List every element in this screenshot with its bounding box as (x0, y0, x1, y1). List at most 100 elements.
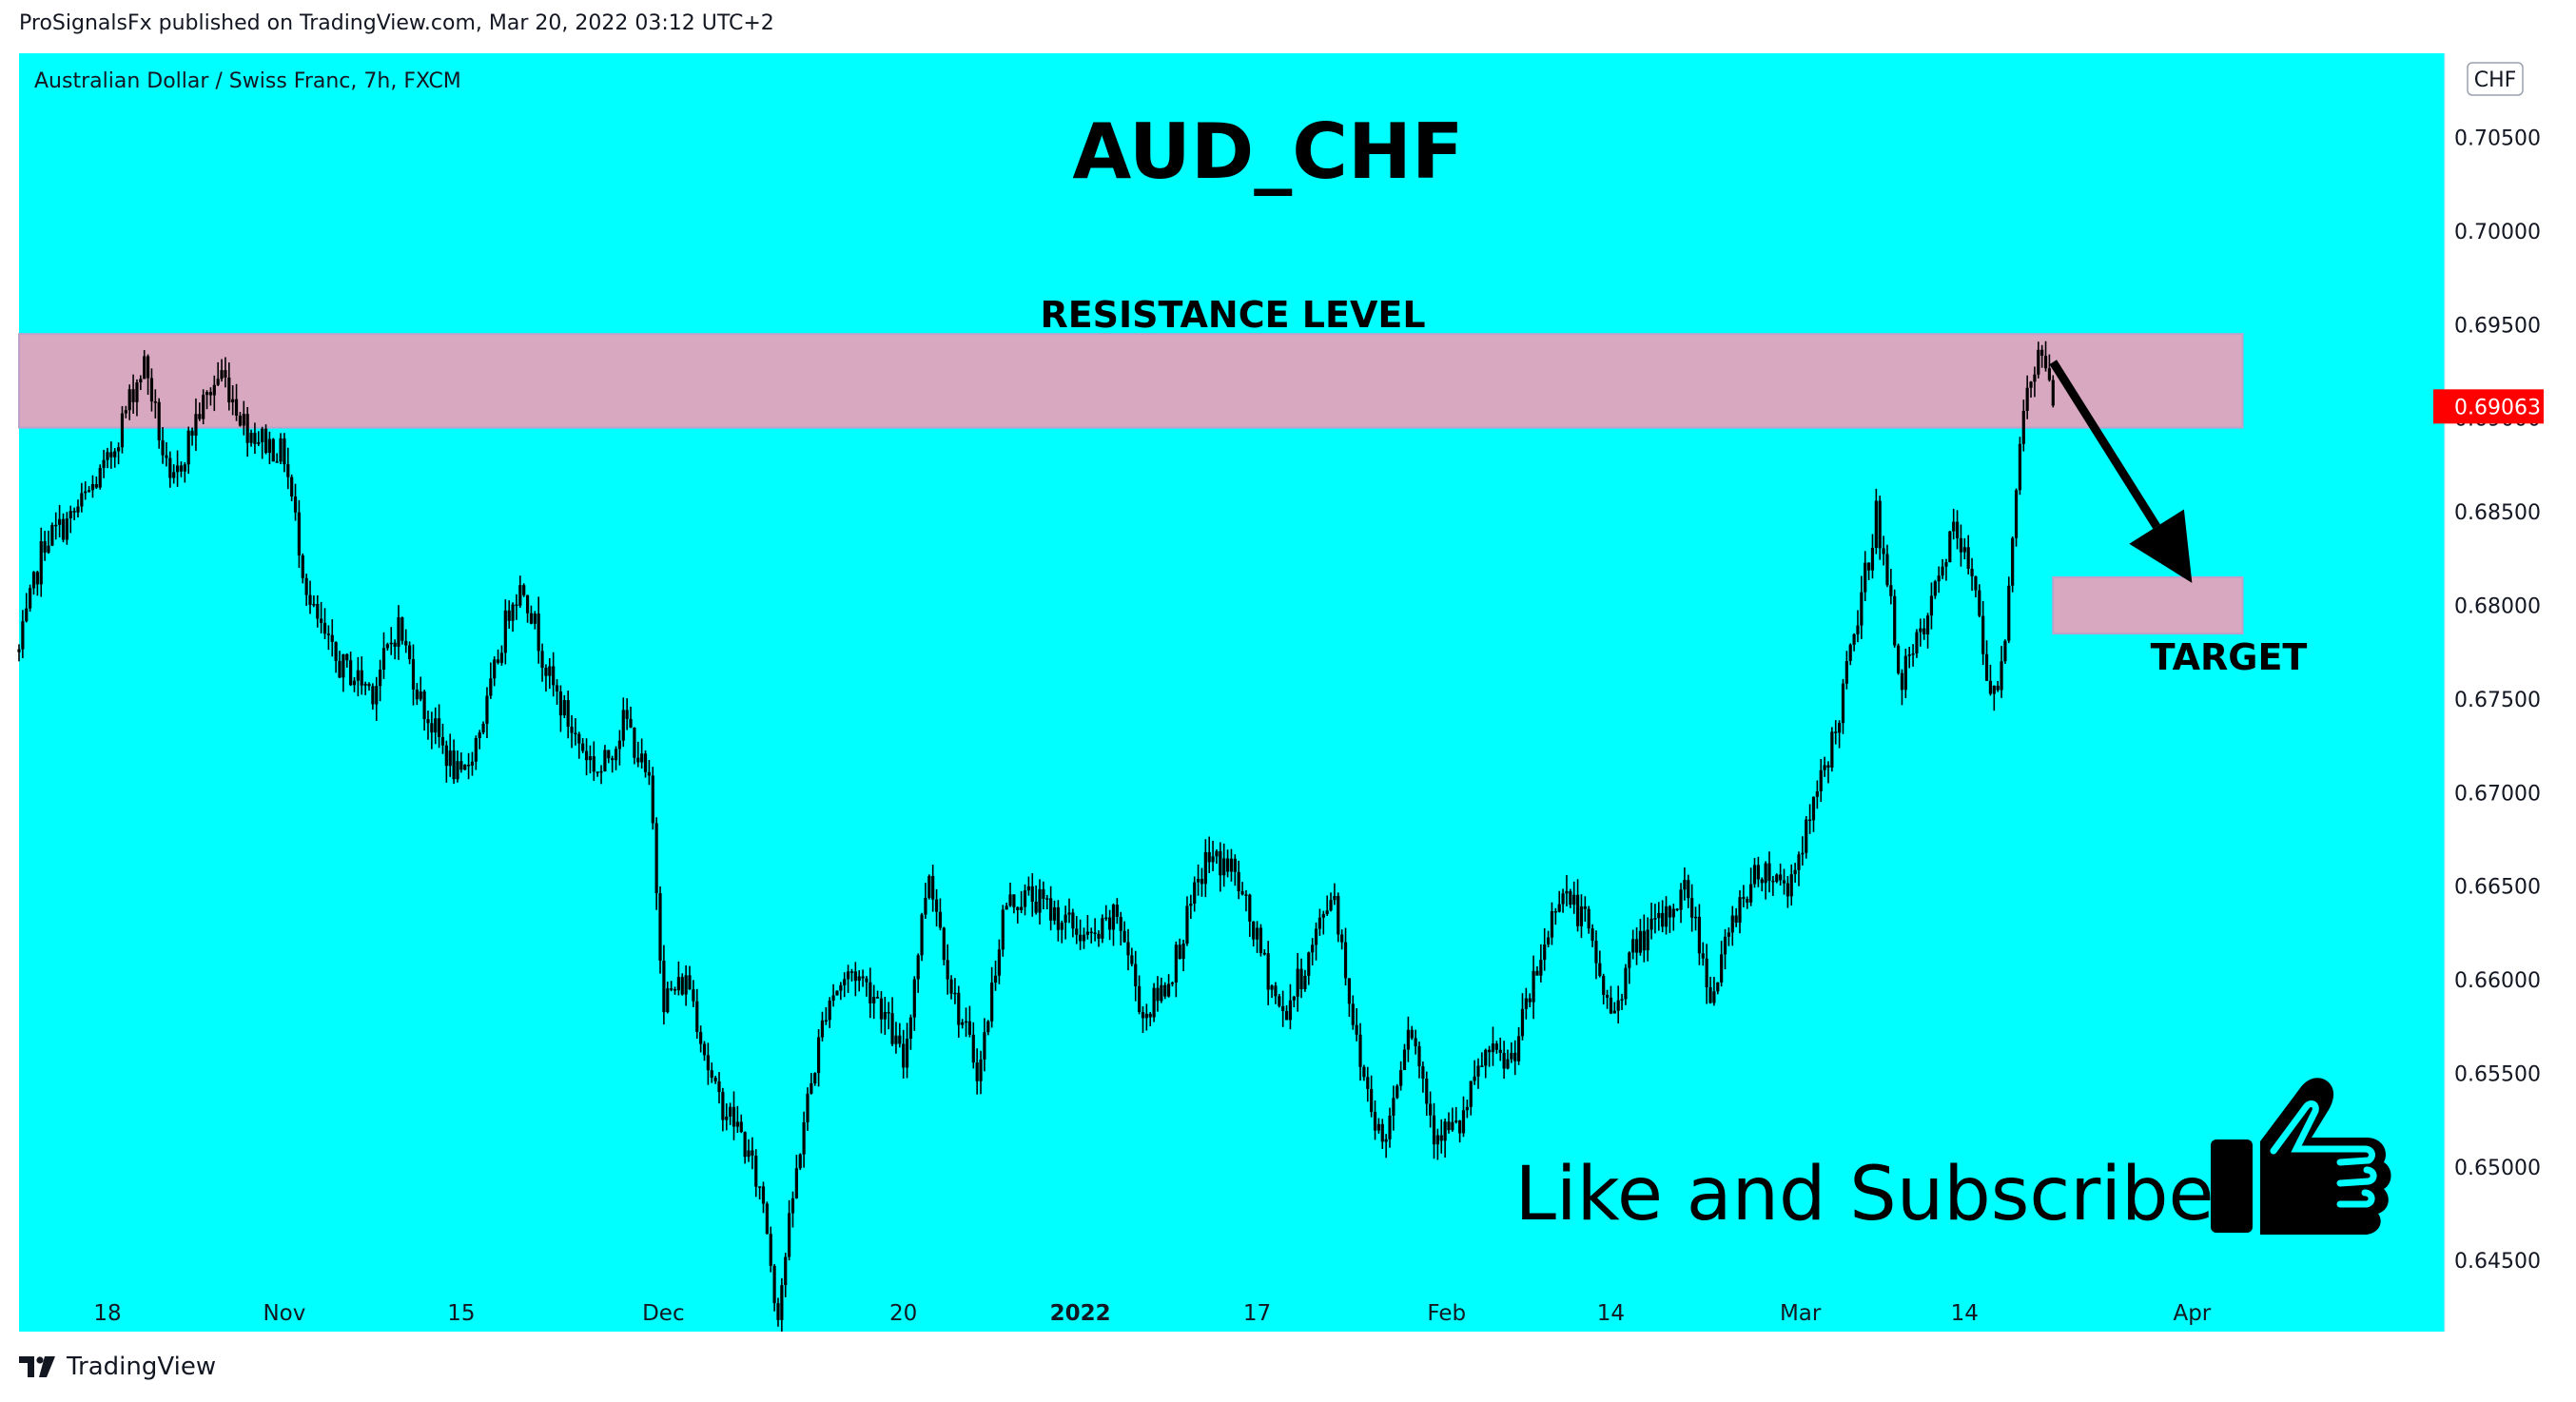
candle-body (212, 384, 216, 396)
candle-body (1697, 916, 1702, 954)
candle-body (1844, 660, 1848, 684)
resistance-zone[interactable] (18, 333, 2244, 429)
candle-body (1911, 653, 1915, 655)
candle-body (485, 695, 489, 724)
candle-body (385, 644, 389, 649)
candle-body (1823, 765, 1826, 770)
candle-body (662, 961, 666, 1013)
candle-body (1524, 998, 1528, 1009)
candle-body (1981, 615, 1985, 654)
candle-body (732, 1106, 736, 1127)
candle-body (1543, 944, 1547, 961)
candle-body (411, 659, 416, 691)
candle-body (1893, 595, 1897, 646)
candle-body (143, 356, 146, 380)
candle-body (1402, 1049, 1407, 1071)
candle-body (584, 750, 589, 761)
candle-body (102, 459, 106, 468)
candle-body (1458, 1120, 1462, 1134)
candle-body (1959, 537, 1963, 553)
candle-body (537, 613, 540, 652)
candle-body (161, 439, 165, 456)
candle-body (1373, 1112, 1377, 1131)
candle-body (131, 389, 135, 402)
price-tick-label: 0.68500 (2454, 501, 2541, 525)
candle-body (1141, 1011, 1145, 1019)
candle-body (633, 728, 636, 758)
candle-body (1244, 894, 1248, 896)
candle-body (983, 1032, 986, 1060)
candle-body (1579, 905, 1584, 926)
candle-body (1705, 958, 1708, 987)
candle-body (1358, 1034, 1362, 1067)
candle-body (1738, 897, 1742, 924)
candle-body (654, 823, 658, 894)
time-axis[interactable]: 18 Nov 15 Dec 20 2022 17 Feb 14 Mar 14 Apr (93, 1301, 2211, 1326)
currency-badge[interactable] (2467, 62, 2524, 96)
candle-body (1756, 865, 1760, 880)
candle-body (1001, 909, 1005, 950)
candle-body (275, 461, 279, 463)
candle-body (1395, 1085, 1399, 1099)
price-tick-label: 0.65000 (2454, 1157, 2541, 1180)
candle-body (1299, 968, 1303, 990)
candle-body (1248, 894, 1252, 922)
candle-body (1052, 906, 1057, 921)
candle-body (839, 984, 843, 991)
candle-body (1528, 998, 1532, 1003)
candle-body (1067, 912, 1071, 915)
candle-body (680, 977, 684, 995)
candle-body (1649, 918, 1653, 930)
candle-body (360, 670, 363, 686)
candle-body (404, 640, 408, 646)
candle-body (1664, 905, 1669, 927)
candle-body (1992, 685, 1996, 694)
target-zone[interactable] (2052, 575, 2244, 635)
candle-body (1491, 1043, 1495, 1053)
candle-body (558, 691, 563, 716)
candle-body (198, 414, 202, 419)
candle-body (1962, 547, 1966, 553)
price-tick-label: 0.67000 (2454, 782, 2541, 806)
candle-body (1553, 911, 1557, 913)
candle-body (658, 893, 662, 962)
candle-body (1970, 568, 1974, 576)
candle-body (334, 641, 338, 661)
candle-body (349, 660, 353, 686)
candle-body (1023, 890, 1027, 907)
candle-body (1620, 999, 1624, 1001)
candle-body (179, 465, 184, 472)
candlestick-chart[interactable]: 0.705000.700000.695000.690000.685000.680… (0, 0, 2576, 1341)
candle-body (68, 511, 72, 518)
candle-body (120, 413, 125, 448)
candle-body (1454, 1120, 1458, 1122)
candle-body (224, 370, 227, 378)
candle-body (1885, 554, 1889, 586)
candle-body (227, 377, 231, 403)
time-tick-label: Nov (263, 1301, 305, 1326)
candle-body (149, 378, 154, 402)
candle-body (238, 415, 243, 426)
candle-body (1716, 982, 1720, 992)
candle-body (1465, 1106, 1469, 1111)
candle-body (1266, 953, 1270, 990)
time-tick-label: 18 (93, 1301, 121, 1326)
candle-body (688, 975, 692, 990)
like-subscribe-text: Like and Subscribe (1514, 1152, 2214, 1237)
time-tick-label: Mar (1780, 1301, 1822, 1326)
candle-body (1056, 906, 1060, 930)
candle-body (868, 982, 872, 1003)
candle-body (194, 414, 198, 436)
candle-body (1864, 562, 1867, 593)
price-axis[interactable]: 0.705000.700000.695000.690000.685000.680… (2433, 53, 2544, 1332)
candle-body (1262, 952, 1266, 955)
candle-body (31, 572, 36, 589)
tradingview-logo[interactable]: TradingView (19, 1353, 216, 1381)
candle-body (695, 1001, 699, 1032)
candle-body (721, 1091, 725, 1120)
candle-body (798, 1154, 802, 1169)
candle-body (1661, 912, 1665, 927)
candle-body (1513, 1052, 1517, 1061)
candle-body (835, 990, 839, 996)
candle-body (2003, 640, 2007, 662)
